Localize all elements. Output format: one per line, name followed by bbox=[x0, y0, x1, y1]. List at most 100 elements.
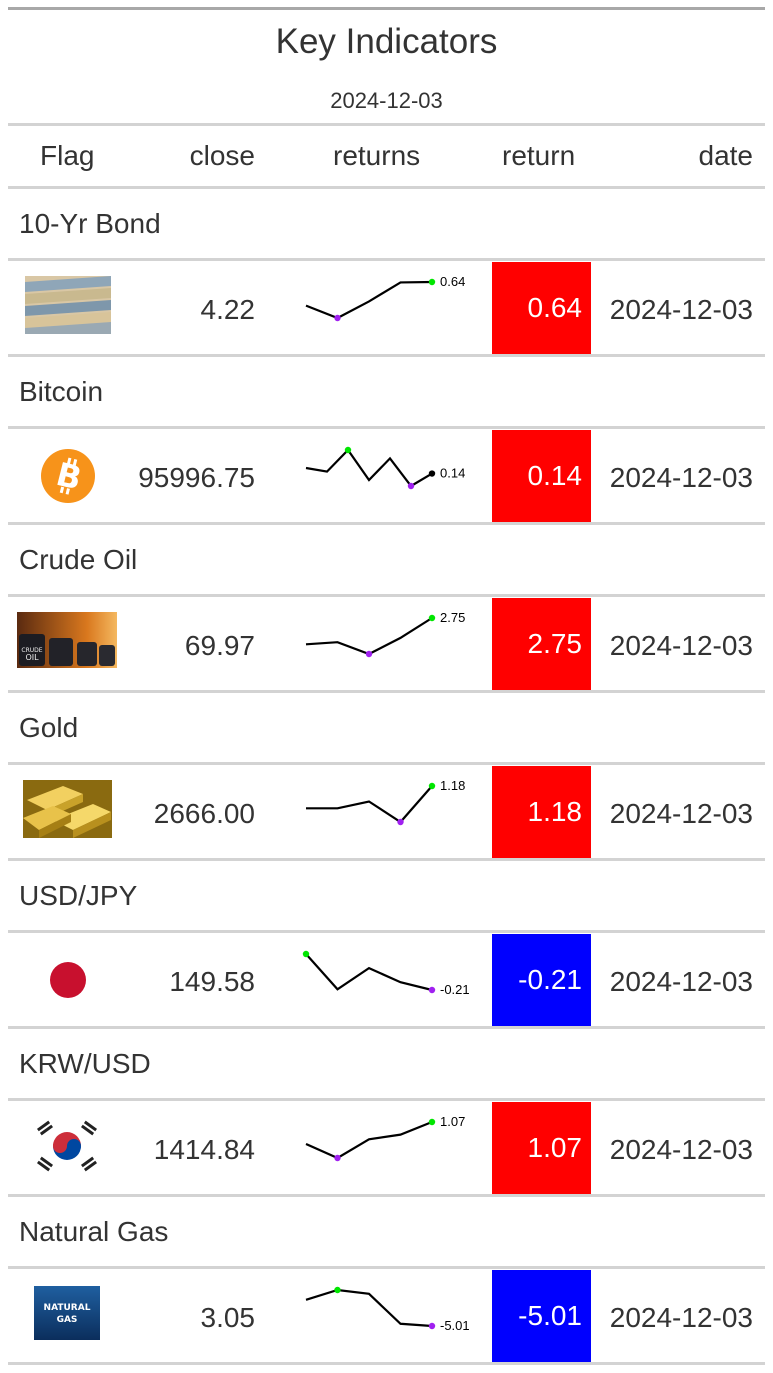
sparkline-point bbox=[334, 1286, 341, 1294]
date-value: 2024-12-03 bbox=[609, 462, 753, 493]
date-value: 2024-12-03 bbox=[609, 294, 753, 325]
return-value-cell: 1.07 bbox=[492, 1102, 591, 1194]
gold-bars-image-graphic bbox=[23, 780, 112, 838]
group-heading: Natural Gas bbox=[19, 1216, 169, 1247]
south-korea-flag bbox=[34, 1116, 100, 1181]
sparkline-path bbox=[305, 1120, 433, 1160]
group-heading: Gold bbox=[19, 712, 79, 743]
returns-sparkline: 0.14 bbox=[305, 446, 465, 490]
sparkline-last-value-label: 1.18 bbox=[440, 778, 465, 793]
group-heading: 10-Yr Bond bbox=[19, 208, 161, 239]
return-value-cell: -5.01 bbox=[492, 1270, 591, 1362]
sparkline-path bbox=[305, 617, 433, 656]
japan-flag-graphic bbox=[50, 962, 86, 998]
group-divider bbox=[8, 1266, 765, 1269]
sparkline-point bbox=[428, 986, 436, 994]
table-title: Key Indicators bbox=[275, 22, 498, 61]
returns-sparkline: -5.01 bbox=[305, 1286, 470, 1333]
sparkline-point bbox=[302, 950, 310, 958]
column-header-close: close bbox=[189, 140, 255, 171]
returns-sparkline: 2.75 bbox=[305, 610, 465, 658]
sparkline-point bbox=[365, 650, 373, 658]
gold-bars-image bbox=[23, 780, 112, 843]
date-value: 2024-12-03 bbox=[609, 1302, 753, 1333]
flag-text-line: NATURAL bbox=[44, 1303, 91, 1313]
bond-certificates-image-graphic bbox=[25, 276, 111, 334]
returns-sparkline: 1.18 bbox=[306, 778, 465, 826]
row-divider bbox=[8, 690, 765, 693]
return-value-cell: -0.21 bbox=[492, 934, 591, 1026]
group-heading: Crude Oil bbox=[19, 544, 138, 575]
column-header-flag: Flag bbox=[40, 140, 95, 171]
sparkline-point bbox=[397, 818, 404, 826]
row-divider bbox=[8, 1194, 765, 1197]
japan-flag bbox=[44, 956, 92, 1009]
top-border bbox=[8, 7, 765, 10]
close-value: 1414.84 bbox=[153, 1134, 255, 1165]
returns-sparkline: 1.07 bbox=[305, 1114, 465, 1162]
sparkline-last-value-label: -5.01 bbox=[440, 1318, 470, 1333]
sparkline-last-value-label: -0.21 bbox=[440, 982, 470, 997]
column-header-returns: returns bbox=[333, 140, 421, 171]
sparkline-point bbox=[428, 1322, 436, 1330]
row-divider bbox=[8, 1362, 765, 1365]
sparkline-last-value-label: 1.07 bbox=[440, 1114, 465, 1129]
row-divider bbox=[8, 858, 765, 861]
table-subtitle: 2024-12-03 bbox=[330, 88, 443, 113]
group-heading: USD/JPY bbox=[19, 880, 138, 911]
svg-text:OIL: OIL bbox=[25, 653, 39, 662]
row-divider bbox=[8, 1026, 765, 1029]
return-value-cell: 0.64 bbox=[492, 262, 591, 354]
natural-gas-image-graphic: NATURAL GAS bbox=[34, 1286, 100, 1340]
south-korea-flag-graphic bbox=[34, 1116, 100, 1176]
bond-certificates-image bbox=[25, 276, 111, 339]
sparkline-point bbox=[344, 446, 352, 454]
sparkline-point bbox=[407, 482, 415, 490]
date-value: 2024-12-03 bbox=[609, 630, 753, 661]
sparkline-last-value-label: 0.64 bbox=[440, 274, 465, 289]
row-divider bbox=[8, 354, 765, 357]
sparkline-path bbox=[305, 1288, 433, 1328]
sparkline-point bbox=[428, 278, 436, 286]
date-value: 2024-12-03 bbox=[609, 798, 753, 829]
group-divider bbox=[8, 930, 765, 933]
column-header-date: date bbox=[698, 140, 754, 171]
crude-oil-barrels-image: CRUDE OIL bbox=[17, 612, 117, 673]
sparkline-last-value-label: 2.75 bbox=[440, 610, 465, 625]
row-divider bbox=[8, 522, 765, 525]
group-divider bbox=[8, 594, 765, 597]
header-top-divider bbox=[8, 123, 765, 126]
return-value-cell: 1.18 bbox=[492, 766, 591, 858]
group-divider bbox=[8, 258, 765, 261]
bitcoin-logo: B bbox=[40, 448, 96, 509]
group-divider bbox=[8, 1098, 765, 1101]
natural-gas-image: NATURAL GAS bbox=[34, 1286, 100, 1345]
group-divider bbox=[8, 426, 765, 429]
svg-text:CRUDE: CRUDE bbox=[21, 647, 42, 654]
close-value: 149.58 bbox=[169, 966, 255, 997]
group-heading: Bitcoin bbox=[19, 376, 104, 407]
column-header-return: return bbox=[502, 140, 576, 171]
sparkline-point bbox=[428, 782, 436, 790]
sparkline-path bbox=[306, 785, 433, 824]
date-value: 2024-12-03 bbox=[609, 1134, 753, 1165]
close-value: 69.97 bbox=[184, 630, 255, 661]
flag-text-line: GAS bbox=[57, 1315, 78, 1325]
group-heading: KRW/USD bbox=[19, 1048, 151, 1079]
header-bottom-divider bbox=[8, 186, 765, 189]
close-value: 4.22 bbox=[200, 294, 256, 325]
sparkline-point bbox=[334, 314, 341, 322]
close-value: 2666.00 bbox=[153, 798, 255, 829]
date-value: 2024-12-03 bbox=[609, 966, 753, 997]
sparkline-point bbox=[428, 1118, 436, 1126]
group-divider bbox=[8, 762, 765, 765]
close-value: 95996.75 bbox=[138, 462, 255, 493]
sparkline-last-value-label: 0.14 bbox=[440, 466, 465, 481]
sparkline-path bbox=[305, 953, 433, 992]
return-value-cell: 2.75 bbox=[492, 598, 591, 690]
sparkline-point bbox=[334, 1154, 341, 1162]
sparkline-point bbox=[428, 470, 436, 477]
returns-sparkline: -0.21 bbox=[302, 950, 470, 997]
